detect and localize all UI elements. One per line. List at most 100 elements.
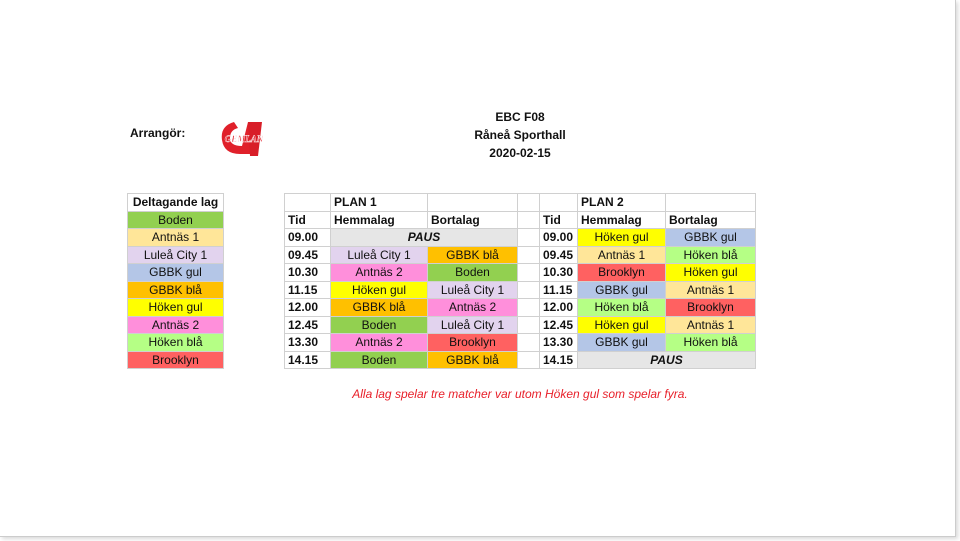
event-header: EBC F08 Råneå Sporthall 2020-02-15	[440, 108, 600, 162]
away-team: Antnäs 1	[665, 315, 756, 334]
team-name: Boden	[127, 210, 224, 229]
home-team: GBBK blå	[330, 298, 428, 317]
schedule-row: 14.15 Boden GBBK blå 14.15 PAUS	[284, 350, 756, 369]
col-away: Bortalag	[427, 210, 518, 229]
organizer-logo: GEMLAN	[221, 122, 264, 156]
team-row: GBBK blå	[127, 280, 224, 299]
match-time: 12.45	[539, 315, 578, 334]
home-team: Boden	[330, 315, 428, 334]
plan1-label: PLAN 1	[330, 193, 428, 212]
team-row: GBBK gul	[127, 263, 224, 282]
footnote: Alla lag spelar tre matcher var utom Hök…	[352, 387, 688, 401]
col-time: Tid	[284, 210, 331, 229]
match-time: 10.30	[284, 263, 331, 282]
match-time: 13.30	[539, 333, 578, 352]
home-team: Höken gul	[577, 228, 666, 247]
teams-title: Deltagande lag	[127, 193, 224, 212]
empty-cell	[517, 298, 540, 317]
col-time: Tid	[539, 210, 578, 229]
empty-cell	[517, 193, 540, 212]
pause-cell: PAUS	[577, 350, 756, 369]
away-team: GBBK gul	[665, 228, 756, 247]
match-time: 11.15	[539, 280, 578, 299]
venue: Råneå Sporthall	[474, 128, 566, 142]
match-time: 09.45	[284, 245, 331, 264]
home-team: Antnäs 1	[577, 245, 666, 264]
away-team: GBBK blå	[427, 350, 518, 369]
team-name: GBBK blå	[127, 280, 224, 299]
empty-cell	[517, 228, 540, 247]
empty-cell	[517, 263, 540, 282]
teams-table: Deltagande lag Boden Antnäs 1 Luleå City 1…	[127, 193, 224, 369]
team-row: Höken gul	[127, 298, 224, 317]
team-name: Höken gul	[127, 298, 224, 317]
empty-cell	[517, 350, 540, 369]
plan2-label: PLAN 2	[577, 193, 666, 212]
empty-cell	[665, 193, 756, 212]
match-time: 14.15	[284, 350, 331, 369]
away-team: Luleå City 1	[427, 315, 518, 334]
team-name: Luleå City 1	[127, 245, 224, 264]
home-team: GBBK gul	[577, 333, 666, 352]
schedule-row: 11.15 Höken gul Luleå City 1 11.15 GBBK gul A…	[284, 280, 756, 299]
team-row: Antnäs 1	[127, 228, 224, 247]
team-row: Luleå City 1	[127, 245, 224, 264]
empty-cell	[517, 210, 540, 229]
schedule-row: 13.30 Antnäs 2 Brooklyn 13.30 GBBK gul Höken …	[284, 333, 756, 352]
match-time: 12.00	[539, 298, 578, 317]
away-team: Brooklyn	[427, 333, 518, 352]
col-home: Hemmalag	[577, 210, 666, 229]
team-name: GBBK gul	[127, 263, 224, 282]
home-team: Höken blå	[577, 298, 666, 317]
empty-cell	[517, 245, 540, 264]
match-time: 13.30	[284, 333, 331, 352]
schedule-row: 12.00 GBBK blå Antnäs 2 12.00 Höken blå Brook…	[284, 298, 756, 317]
svg-text:GEMLAN: GEMLAN	[225, 134, 264, 144]
team-name: Brooklyn	[127, 350, 224, 369]
away-team: Antnäs 2	[427, 298, 518, 317]
team-name: Höken blå	[127, 333, 224, 352]
event-date: 2020-02-15	[489, 146, 551, 160]
team-row: Brooklyn	[127, 350, 224, 369]
empty-cell	[517, 333, 540, 352]
away-team: Höken blå	[665, 245, 756, 264]
team-row: Höken blå	[127, 333, 224, 352]
match-time: 12.00	[284, 298, 331, 317]
schedule-table: PLAN 1 PLAN 2 Tid Hemmalag Bortalag Tid …	[284, 193, 756, 369]
match-time: 14.15	[539, 350, 578, 369]
away-team: Brooklyn	[665, 298, 756, 317]
empty-cell	[427, 193, 518, 212]
home-team: Boden	[330, 350, 428, 369]
event-title: EBC F08	[495, 110, 545, 124]
pause-cell: PAUS	[330, 228, 518, 247]
away-team: Höken blå	[665, 333, 756, 352]
home-team: Luleå City 1	[330, 245, 428, 264]
away-team: GBBK blå	[427, 245, 518, 264]
organizer-label: Arrangör:	[130, 126, 186, 140]
schedule-row: 09.45 Luleå City 1 GBBK blå 09.45 Antnäs 1 Hö…	[284, 245, 756, 264]
col-away: Bortalag	[665, 210, 756, 229]
home-team: GBBK gul	[577, 280, 666, 299]
schedule-row: 09.00 PAUS 09.00 Höken gul GBBK gul	[284, 228, 756, 247]
match-time: 09.00	[539, 228, 578, 247]
team-name: Antnäs 2	[127, 315, 224, 334]
home-team: Höken gul	[330, 280, 428, 299]
empty-cell	[517, 315, 540, 334]
team-name: Antnäs 1	[127, 228, 224, 247]
empty-cell	[517, 280, 540, 299]
home-team: Höken gul	[577, 315, 666, 334]
away-team: Höken gul	[665, 263, 756, 282]
home-team: Brooklyn	[577, 263, 666, 282]
away-team: Antnäs 1	[665, 280, 756, 299]
empty-cell	[539, 193, 578, 212]
match-time: 09.00	[284, 228, 331, 247]
schedule-row: 10.30 Antnäs 2 Boden 10.30 Brooklyn Höken gul	[284, 263, 756, 282]
home-team: Antnäs 2	[330, 333, 428, 352]
col-home: Hemmalag	[330, 210, 428, 229]
away-team: Luleå City 1	[427, 280, 518, 299]
empty-cell	[284, 193, 331, 212]
match-time: 09.45	[539, 245, 578, 264]
home-team: Antnäs 2	[330, 263, 428, 282]
away-team: Boden	[427, 263, 518, 282]
